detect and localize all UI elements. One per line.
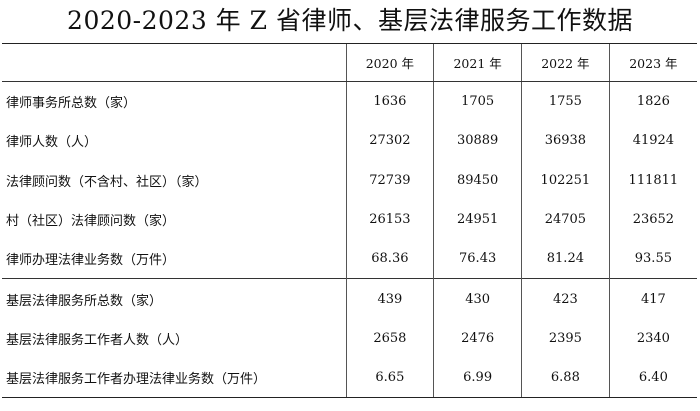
- table-cell: 81.24: [521, 239, 610, 279]
- header-cell-2022: 2022 年: [521, 43, 610, 82]
- table-cell: 27302: [345, 121, 434, 161]
- table-cell: 6.99: [433, 358, 522, 399]
- table-row: 法律顾问数（不含村、社区）（家） 72739 89450 102251 1118…: [2, 160, 697, 200]
- row-label: 律师人数（人）: [6, 135, 98, 151]
- table-row: 律师办理法律业务数（万件） 68.36 76.43 81.24 93.55: [2, 239, 697, 279]
- table-cell: 72739: [345, 160, 434, 200]
- table-cell: 439: [345, 278, 434, 319]
- table-cell: 1705: [433, 81, 522, 122]
- table-cell: 30889: [433, 121, 522, 161]
- row-label: 基层法律服务所总数（家）: [2, 278, 346, 319]
- header-row: 2020 年 2021 年 2022 年 2023 年: [2, 43, 697, 82]
- header-cell-2020: 2020 年: [345, 43, 434, 82]
- row-label: 村（社区）法律顾问数（家）: [6, 214, 176, 230]
- table-cell: 23652: [608, 199, 697, 240]
- header-cell-2023: 2023 年: [608, 43, 697, 82]
- table-cell: 430: [433, 278, 522, 319]
- table-row: 村（社区）法律顾问数（家） 26153 24951 24705 23652: [2, 199, 697, 240]
- row-label: 法律顾问数（不含村、社区）（家）: [6, 174, 208, 190]
- table-cell: 417: [608, 278, 697, 319]
- table-cell: 2340: [608, 318, 697, 359]
- table-cell: 6.40: [608, 358, 697, 399]
- table-row: 基层法律服务工作者办理法律业务数（万件） 6.65 6.99 6.88 6.40: [2, 358, 697, 399]
- table-cell: 1755: [521, 81, 610, 122]
- table-row: 律师事务所总数（家） 1636 1705 1755 1826: [2, 81, 697, 122]
- data-table: 2020 年 2021 年 2022 年 2023 年 律师事务所总数（家） 1…: [2, 43, 697, 399]
- table-cell: 76.43: [433, 239, 522, 279]
- table-cell: 26153: [345, 199, 434, 240]
- table-cell: 6.88: [521, 358, 610, 399]
- row-label: 律师事务所总数（家）: [6, 96, 137, 112]
- table-cell: 93.55: [608, 239, 697, 279]
- table-cell: 41924: [608, 121, 697, 161]
- table-cell: 1636: [345, 81, 434, 122]
- table-cell: 6.65: [345, 358, 434, 399]
- table-cell: 68.36: [345, 239, 434, 279]
- table-cell: 2395: [521, 318, 610, 359]
- table-cell: 1826: [608, 81, 697, 122]
- header-cell-2021: 2021 年: [433, 43, 522, 82]
- row-label: 律师办理法律业务数（万件）: [6, 253, 176, 269]
- table-cell: 24705: [521, 199, 610, 240]
- table-cell: 2658: [345, 318, 434, 359]
- header-cell-indicator: [2, 43, 346, 82]
- table-row: 律师人数（人） 27302 30889 36938 41924: [2, 121, 697, 161]
- row-label: 基层法律服务工作者人数（人）: [6, 332, 189, 348]
- row-label: 基层法律服务工作者办理法律业务数（万件）: [2, 358, 346, 399]
- table-cell: 111811: [608, 160, 697, 200]
- table-cell: 2476: [433, 318, 522, 359]
- table-cell: 89450: [433, 160, 522, 200]
- table-cell: 423: [521, 278, 610, 319]
- table-cell: 102251: [521, 160, 610, 200]
- table-cell: 36938: [521, 121, 610, 161]
- table-cell: 24951: [433, 199, 522, 240]
- table-row: 基层法律服务所总数（家） 439 430 423 417: [2, 278, 697, 319]
- table-title: 2020-2023 年 Z 省律师、基层法律服务工作数据: [67, 6, 633, 35]
- table-row: 基层法律服务工作者人数（人） 2658 2476 2395 2340: [2, 318, 697, 359]
